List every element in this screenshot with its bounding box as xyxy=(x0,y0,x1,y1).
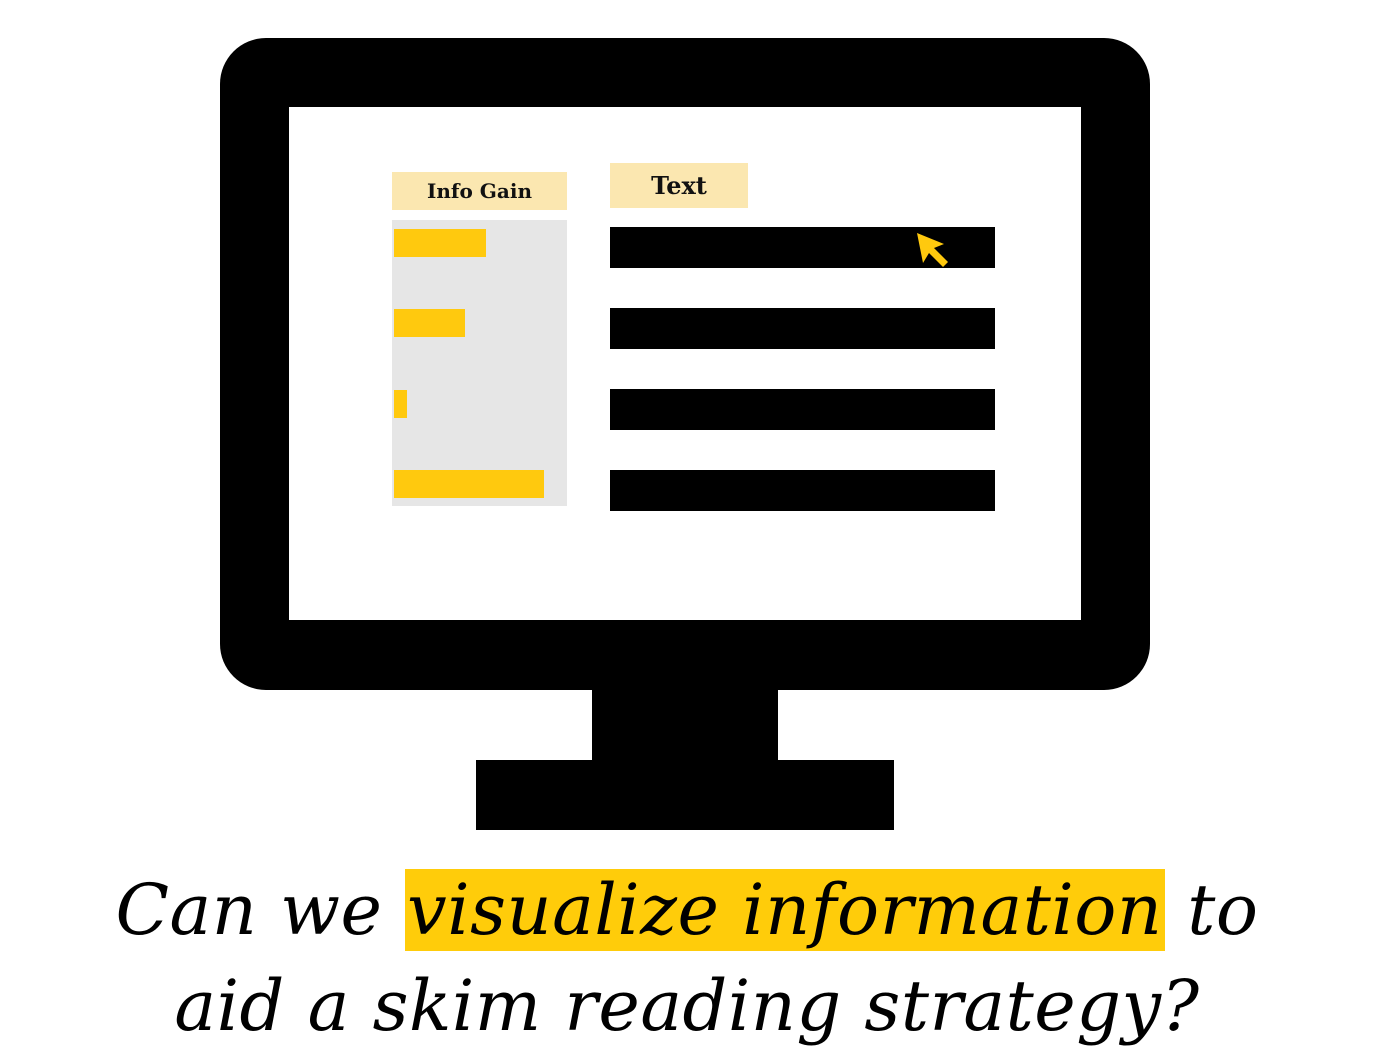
info-gain-panel xyxy=(392,220,567,506)
caption-line-1: Can we visualize information to xyxy=(0,862,1374,958)
monitor-stand-base xyxy=(476,760,894,830)
caption-part-2: to xyxy=(1164,869,1259,951)
caption-line-2: aid a skim reading strategy? xyxy=(174,965,1200,1047)
text-line xyxy=(610,308,995,349)
text-header: Text xyxy=(610,163,748,208)
caption-highlight: visualize information xyxy=(405,869,1165,951)
info-gain-bar xyxy=(394,309,465,337)
caption-part-1: Can we xyxy=(115,869,406,951)
info-gain-bar xyxy=(394,390,407,418)
mouse-pointer-icon xyxy=(917,233,948,267)
caption: Can we visualize information to aid a sk… xyxy=(0,862,1374,1054)
monitor-stand-neck xyxy=(592,686,778,762)
text-line xyxy=(610,470,995,511)
info-gain-bar xyxy=(394,470,544,498)
info-gain-header: Info Gain xyxy=(392,172,567,210)
text-line xyxy=(610,389,995,430)
info-gain-bar xyxy=(394,229,486,257)
